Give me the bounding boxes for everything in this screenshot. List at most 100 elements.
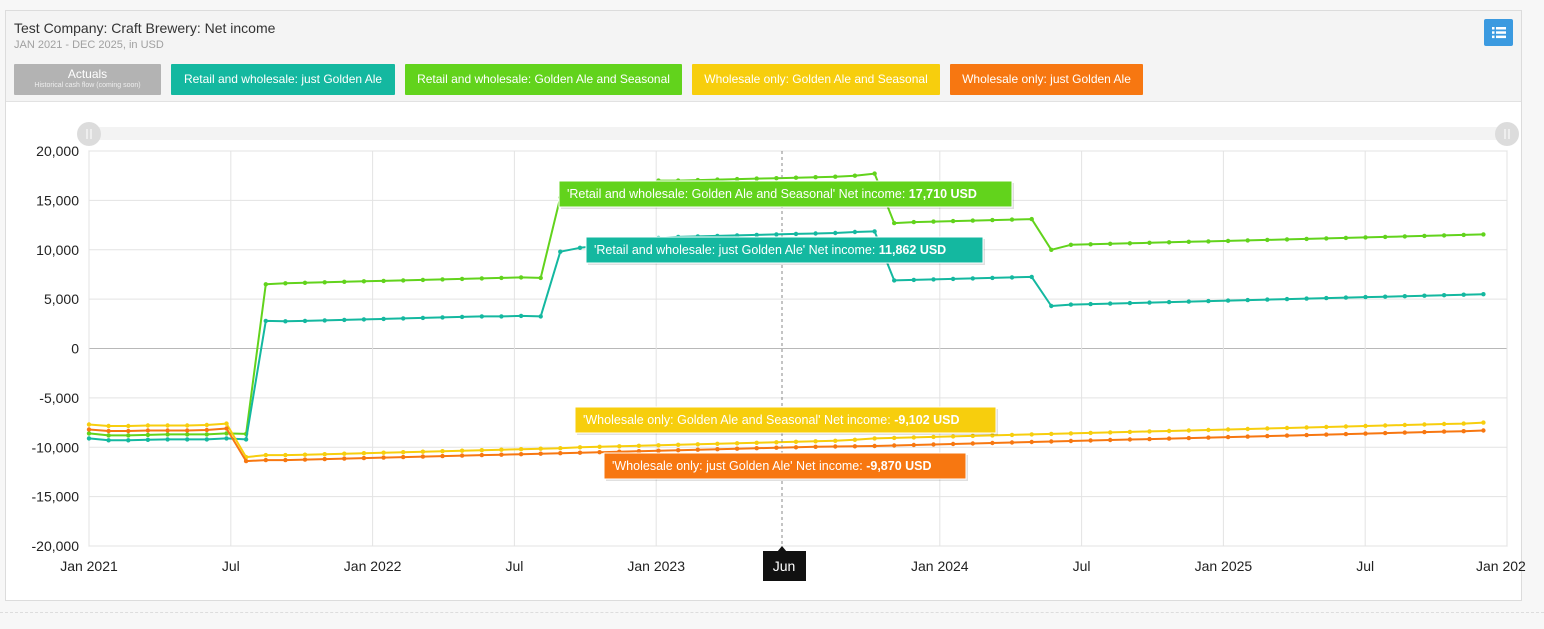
series-point-1 <box>518 313 524 319</box>
series-point-3 <box>499 452 504 457</box>
series-point-3 <box>381 455 386 460</box>
series-point-1 <box>440 315 445 320</box>
series-point-0 <box>1127 241 1133 246</box>
series-point-1 <box>1049 303 1054 309</box>
series-point-1 <box>950 276 956 282</box>
page-footer-band <box>0 612 1544 629</box>
series-point-3 <box>1363 431 1368 436</box>
scenario-wholesale-golden-ale-seasonal[interactable]: Wholesale only: Golden Ale and Seasonal <box>692 64 940 95</box>
series-point-2 <box>1422 422 1427 427</box>
series-point-3 <box>204 427 209 433</box>
series-point-1 <box>361 317 367 322</box>
series-point-1 <box>106 438 111 443</box>
series-point-3 <box>872 443 877 449</box>
series-point-2 <box>302 452 308 457</box>
series-point-2 <box>1383 423 1388 428</box>
series-point-0 <box>1206 239 1211 244</box>
series-point-1 <box>381 316 386 322</box>
series-point-3 <box>165 428 170 433</box>
series-line-1 <box>88 230 1484 442</box>
series-point-1 <box>1068 302 1074 307</box>
series-point-0 <box>1304 236 1309 242</box>
series-point-2 <box>970 433 975 439</box>
series-point-2 <box>892 435 897 441</box>
series-point-2 <box>1265 426 1270 431</box>
series-point-2 <box>322 452 327 457</box>
series-point-0 <box>833 174 838 179</box>
series-point-2 <box>1186 428 1192 433</box>
y-tick-label: 15,000 <box>36 192 79 208</box>
series-point-2 <box>165 423 170 428</box>
series-point-0 <box>1343 235 1349 241</box>
series-point-3 <box>1166 436 1172 441</box>
scenario-wholesale-just-golden-ale[interactable]: Wholesale only: just Golden Ale <box>950 64 1143 95</box>
series-point-3 <box>1402 430 1408 435</box>
tooltip-prefix: 'Retail and wholesale: just Golden Ale' … <box>594 243 879 257</box>
series-point-1 <box>538 314 543 319</box>
series-point-1 <box>1009 275 1015 280</box>
series-point-0 <box>106 433 111 438</box>
series-point-3 <box>990 440 995 446</box>
x-tick-label: Jul <box>222 558 240 574</box>
series-point-2 <box>1068 431 1074 436</box>
scenario-retail-just-golden-ale[interactable]: Retail and wholesale: just Golden Ale <box>171 64 395 95</box>
series-point-0 <box>1166 240 1172 245</box>
series-point-0 <box>1225 238 1231 244</box>
series-point-2 <box>1206 427 1211 433</box>
series-point-1 <box>1088 301 1093 307</box>
series-point-1 <box>774 232 779 237</box>
series-point-0 <box>990 217 995 223</box>
series-point-3 <box>1206 435 1211 440</box>
series-point-3 <box>86 427 92 432</box>
series-point-1 <box>185 437 190 442</box>
tooltip-value: 17,710 USD <box>909 187 977 201</box>
series-point-2 <box>1029 432 1034 437</box>
series-point-3 <box>950 441 956 447</box>
x-tick-label: Jul <box>1073 558 1091 574</box>
series-point-1 <box>1324 295 1329 301</box>
series-point-3 <box>695 447 700 452</box>
series-point-2 <box>754 440 759 445</box>
series-point-1 <box>1383 294 1388 299</box>
navigator-handle-left[interactable] <box>77 122 101 146</box>
series-point-0 <box>518 275 524 280</box>
series-point-3 <box>656 448 661 453</box>
series-point-2 <box>1147 429 1152 434</box>
series-point-1 <box>204 437 209 442</box>
series-point-2 <box>224 421 229 426</box>
series-point-3 <box>1481 428 1486 433</box>
series-point-0 <box>1245 238 1250 243</box>
series-point-3 <box>1186 435 1192 441</box>
navigator-handle-right[interactable] <box>1495 122 1519 146</box>
series-point-2 <box>911 435 916 440</box>
tooltip-value: -9,870 USD <box>866 459 931 473</box>
series-point-0 <box>1049 247 1054 252</box>
series-line-0 <box>88 172 1484 437</box>
chart-axes: 20,000 15,000 10,000 5,000 0 -5,000 -10,000 -15… <box>32 143 1527 574</box>
series-point-0 <box>401 278 406 283</box>
series-point-2 <box>1049 431 1054 437</box>
series-point-2 <box>950 434 956 439</box>
series-point-0 <box>165 432 170 437</box>
series-point-1 <box>1343 295 1349 300</box>
series-point-3 <box>558 451 563 456</box>
series-point-0 <box>499 275 504 281</box>
series-point-2 <box>381 450 386 455</box>
series-point-2 <box>636 443 642 448</box>
scenario-retail-golden-ale-seasonal[interactable]: Retail and wholesale: Golden Ale and Sea… <box>405 64 682 95</box>
series-point-1 <box>499 314 504 319</box>
series-point-3 <box>459 453 465 458</box>
series-point-2 <box>440 449 445 454</box>
series-point-0 <box>185 432 190 437</box>
tooltip-box <box>574 406 997 434</box>
series-point-1 <box>145 437 151 442</box>
chart-menu-button[interactable] <box>1484 19 1513 46</box>
x-tick-label: Jul <box>1356 558 1374 574</box>
series-point-3 <box>106 428 111 434</box>
series-point-0 <box>1481 232 1486 237</box>
series-point-2 <box>283 452 288 458</box>
range-navigator <box>77 122 1519 146</box>
tooltip-box <box>603 452 967 480</box>
series-point-2 <box>86 422 92 427</box>
series-point-2 <box>617 444 622 449</box>
